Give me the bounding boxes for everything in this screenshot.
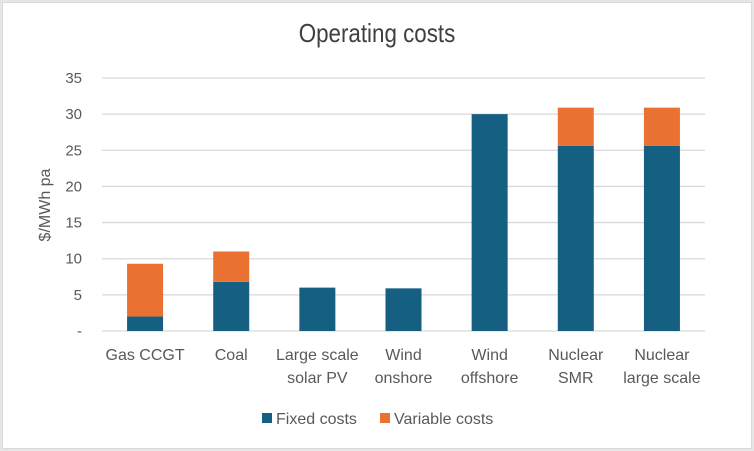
x-tick-label: Wind (385, 347, 421, 364)
bar-fixed-costs (643, 145, 680, 331)
y-tick-label: 15 (65, 215, 82, 232)
bar-variable-costs (127, 263, 164, 317)
y-tick-label: - (77, 323, 82, 340)
gridlines (102, 77, 705, 332)
legend-swatch (380, 413, 390, 423)
x-tick-label: large scale (623, 370, 700, 387)
legend: Fixed costs Variable costs (262, 411, 493, 428)
x-tick-label: solar PV (287, 370, 348, 387)
x-tick-label: Wind (471, 347, 507, 364)
x-tick-label: Coal (215, 347, 248, 364)
bar-variable-costs (213, 251, 250, 282)
legend-label: Fixed costs (276, 411, 357, 428)
y-tick-label: 30 (65, 106, 82, 123)
x-tick-label: Nuclear (634, 347, 690, 364)
bar-fixed-costs (557, 145, 594, 331)
x-tick-label: Gas CCGT (106, 347, 185, 364)
x-axis-labels: Gas CCGT Coal Large scale solar PV Wind onsho… (106, 347, 701, 387)
y-tick-label: 35 (65, 70, 82, 87)
x-tick-label: onshore (375, 370, 433, 387)
y-tick-label: 5 (74, 287, 82, 304)
bar-fixed-costs (213, 281, 250, 331)
chart-title: Operating costs (298, 18, 456, 48)
bar-fixed-costs (385, 288, 422, 331)
x-tick-label: offshore (461, 370, 519, 387)
y-tick-label: 20 (65, 178, 82, 195)
y-axis-label: $/MWh pa (37, 168, 54, 241)
y-axis-ticks: - 5 10 15 20 25 30 35 (65, 70, 82, 340)
bar-variable-costs (557, 107, 594, 146)
y-tick-label: 10 (65, 251, 82, 268)
legend-swatch (262, 413, 272, 423)
legend-label: Variable costs (394, 411, 493, 428)
bar-fixed-costs (471, 114, 508, 332)
bars (127, 107, 680, 332)
bar-fixed-costs (127, 316, 164, 331)
x-tick-label: SMR (558, 370, 594, 387)
x-tick-label: Nuclear (548, 347, 604, 364)
x-tick-label: Large scale (276, 347, 359, 364)
bar-variable-costs (643, 107, 680, 146)
y-tick-label: 25 (65, 142, 82, 159)
bar-fixed-costs (299, 287, 336, 331)
